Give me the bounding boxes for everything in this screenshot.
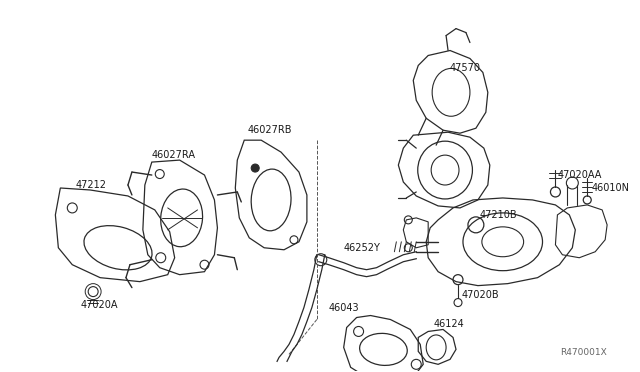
Text: 46027RA: 46027RA	[152, 150, 196, 160]
Text: 47210B: 47210B	[480, 210, 518, 220]
Text: R470001X: R470001X	[561, 348, 607, 357]
Text: 47020AA: 47020AA	[557, 170, 602, 180]
Text: 46043: 46043	[329, 302, 360, 312]
Text: 46124: 46124	[433, 320, 464, 330]
Text: 46010N: 46010N	[591, 183, 629, 193]
Text: 46027RB: 46027RB	[247, 125, 292, 135]
Text: 47570: 47570	[450, 64, 481, 73]
Text: 47020A: 47020A	[80, 299, 118, 310]
Text: 47020B: 47020B	[462, 289, 500, 299]
Text: 47212: 47212	[76, 180, 106, 190]
Text: 46252Y: 46252Y	[344, 243, 381, 253]
Circle shape	[252, 164, 259, 172]
